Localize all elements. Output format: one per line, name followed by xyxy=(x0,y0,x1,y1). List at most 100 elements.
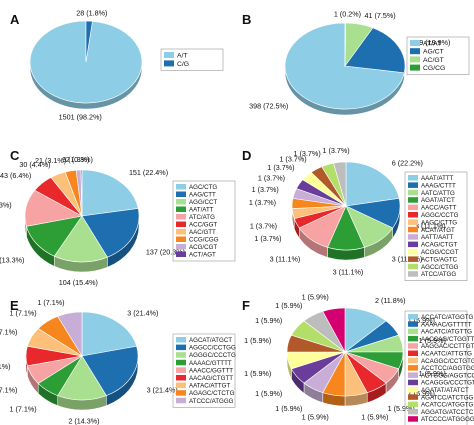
slice-label: 1 (5.9%) xyxy=(388,404,415,413)
slice-label: 88 (13%) xyxy=(0,201,12,210)
slice-label: 151 (22.4%) xyxy=(129,168,168,177)
legend-swatch xyxy=(408,350,418,356)
legend-entry: ACT/AGT xyxy=(189,252,216,259)
legend-box xyxy=(404,171,468,281)
legend-swatch xyxy=(408,328,418,335)
legend-swatch xyxy=(176,244,186,250)
legend-swatch xyxy=(408,241,418,248)
legend-swatch xyxy=(176,214,186,220)
legend-entry: AC/GT xyxy=(423,57,444,64)
legend-entry: ATCCC/ATGGG xyxy=(189,398,234,405)
legend-box xyxy=(406,36,470,75)
pie-slices xyxy=(24,169,140,263)
legend-entry: AGCAT/ATGCT xyxy=(189,337,232,344)
pie-walls xyxy=(24,215,140,273)
legend-entry: AGCC/CTGG xyxy=(421,264,459,271)
legend: A/TC/G xyxy=(160,48,224,71)
slice-label: 1 (3.7%) xyxy=(258,173,285,182)
legend-swatch xyxy=(176,236,186,242)
legend-entry: AAAAAC/GTTTTT xyxy=(421,321,472,328)
legend-entry: AAACC/GGTTT xyxy=(189,367,233,374)
pie-slices xyxy=(291,161,401,251)
legend-entry: AACATC/ATGTTG xyxy=(421,329,472,336)
legend-entry: ACCATC/ATGGTG xyxy=(421,314,474,321)
slice-label: 1 (5.9%) xyxy=(408,389,435,398)
slice-label: 6 (22.2%) xyxy=(392,159,423,168)
slice-label: 1 (3.7%) xyxy=(267,163,294,172)
legend-swatch xyxy=(176,367,186,373)
legend-entry: AACCAG/CTGGTT xyxy=(421,336,474,343)
legend-entry: ACAATC/ATTGTG xyxy=(421,351,472,358)
panel-a: A 1501 (98.2%) 28 (1.8%) A/TC/G xyxy=(10,9,224,121)
slice-label: 2 (14.3%) xyxy=(68,417,99,425)
pie-slices xyxy=(284,22,406,110)
legend-swatch xyxy=(408,219,418,225)
legend-entry: ACCTCC/AGGTGG xyxy=(421,365,474,372)
legend-swatch xyxy=(408,387,418,393)
slice-labels: 398 (72.5%) 109 (19.9%) 41 (7.5%) 1 (0.2%) xyxy=(249,9,450,110)
slice-label: 1501 (98.2%) xyxy=(59,112,102,121)
legend-swatch xyxy=(176,382,186,389)
pie-slice xyxy=(81,208,140,258)
pie-slice xyxy=(81,311,137,357)
legend-swatch xyxy=(176,184,186,190)
legend-swatch xyxy=(176,337,186,343)
legend-swatch xyxy=(176,221,186,227)
legend-swatch xyxy=(408,175,418,181)
slice-label: 1 (3.7%) xyxy=(254,234,281,243)
legend-entry: AG/CT xyxy=(423,49,444,56)
slice-label: 30 (4.4%) xyxy=(19,160,50,169)
legend-entry: AATT/AATT xyxy=(421,234,454,241)
legend-swatch xyxy=(408,343,418,349)
slice-label: 2 (0.3%) xyxy=(66,155,93,164)
legend-entry: AGGC/CCTG xyxy=(421,212,459,219)
panel-c: C 151 (22.4%) 137 (20.3%) 104 (15.4%) 90 (13… xyxy=(0,148,236,287)
slice-label: 1 (5.9%) xyxy=(255,316,282,325)
legend-entry: AAAAC/GTTTT xyxy=(189,360,232,367)
legend: AAAT/ATTTAAAG/CTTTAATC/ATTGAGAT/ATCTAACC… xyxy=(404,171,468,281)
legend-entry: AGAGC/CTCTG xyxy=(189,390,235,397)
legend-entry: AACAG/CTGTT xyxy=(189,375,233,382)
legend-entry: AGGGC/CCCTG xyxy=(189,352,236,359)
slice-label: 1 (7.1%) xyxy=(10,308,37,317)
legend-swatch xyxy=(408,394,418,400)
panel-letter: C xyxy=(10,148,20,163)
legend-swatch xyxy=(408,226,418,233)
slice-label: 41 (7.5%) xyxy=(365,11,396,20)
slice-label: 1 (3.7%) xyxy=(250,222,277,231)
legend-swatch xyxy=(408,408,418,415)
legend-swatch xyxy=(176,352,186,358)
legend-swatch xyxy=(408,204,418,211)
legend-swatch xyxy=(176,229,186,235)
pie-slice xyxy=(80,169,83,217)
legend-swatch xyxy=(176,251,186,257)
legend-swatch xyxy=(408,357,418,364)
pie-slice xyxy=(333,161,347,207)
legend-swatch xyxy=(176,375,186,381)
panel-letter: B xyxy=(242,12,251,27)
legend-entry: AGGCC/CCTGG xyxy=(189,345,236,352)
slice-label: 90 (13.3%) xyxy=(0,256,24,265)
pie-slices xyxy=(25,311,139,401)
slice-label: 1 (7.1%) xyxy=(10,405,37,414)
legend-entry: AT/AT xyxy=(423,41,441,48)
legend: ACCATC/ATGGTGAAAAAC/GTTTTTAACATC/ATGTTGA… xyxy=(404,310,474,425)
legend-entry: AAGGAC/CCTTGT xyxy=(421,343,474,350)
slice-label: 1 (5.9%) xyxy=(302,412,329,421)
slice-label: 1 (7.1%) xyxy=(0,386,17,395)
legend-entry: AAG/CTT xyxy=(189,192,216,199)
legend-swatch xyxy=(408,263,418,270)
slice-label: 1 (5.9%) xyxy=(361,412,388,421)
slice-label: 1 (5.9%) xyxy=(419,336,446,345)
slice-label: 3 (11.1%) xyxy=(415,222,446,231)
slice-label: 1 (5.9%) xyxy=(244,336,271,345)
pie-slice xyxy=(53,215,108,263)
legend-entry: AGATAT/ATATCT xyxy=(421,387,469,394)
legend-swatch xyxy=(408,416,418,422)
panel-e: E3 (21.4%)3 (21.4%)2 (14.3%)1 (7.1%)1 (7… xyxy=(0,298,236,425)
legend-swatch xyxy=(164,60,174,67)
legend-entry: ACAGGC/CCTGTG xyxy=(421,358,474,365)
legend-entry: ACTG/AGTC xyxy=(421,256,458,263)
